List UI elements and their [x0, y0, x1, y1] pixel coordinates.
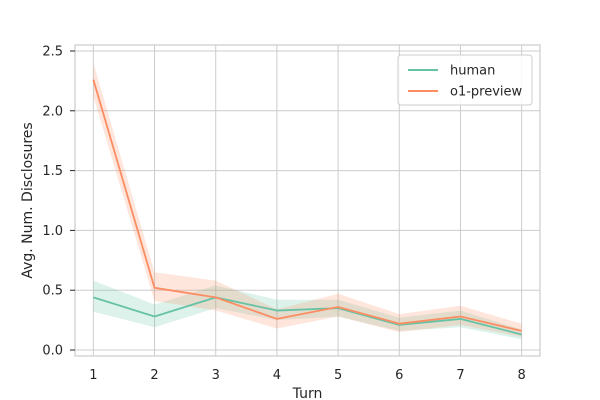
y-tick-label: 1.0 — [42, 224, 63, 239]
y-tick-label: 0.0 — [42, 344, 63, 359]
x-tick-label: 3 — [212, 368, 220, 383]
series-line-o1-preview — [92, 79, 522, 332]
x-tick-label: 8 — [518, 368, 526, 383]
plot-frame — [74, 44, 541, 357]
y-tick-label: 0.5 — [42, 284, 63, 299]
series-lines — [92, 79, 522, 336]
x-tick-label: 1 — [89, 368, 97, 383]
x-tick-label: 7 — [456, 368, 464, 383]
x-axis-ticks: 1 2 3 4 5 6 7 8 — [89, 368, 526, 383]
x-tick-label: 6 — [395, 368, 403, 383]
legend-box — [397, 54, 533, 106]
legend-label-human: human — [450, 64, 495, 79]
x-tick-label: 5 — [334, 368, 342, 383]
y-tick-label: 2.0 — [42, 104, 63, 119]
y-axis-label: Avg. Num. Disclosures — [20, 122, 36, 278]
y-axis-ticks: 0.0 0.5 1.0 1.5 2.0 2.5 — [42, 44, 75, 359]
x-tick-label: 4 — [273, 368, 281, 383]
y-tick-label: 1.5 — [42, 164, 63, 179]
x-tick-label: 2 — [150, 368, 158, 383]
legend: human o1-preview — [397, 54, 533, 106]
series-line-human — [93, 296, 522, 336]
x-axis-label: Turn — [292, 386, 323, 400]
legend-label-o1-preview: o1-preview — [450, 85, 523, 100]
y-tick-label: 2.5 — [42, 44, 63, 59]
